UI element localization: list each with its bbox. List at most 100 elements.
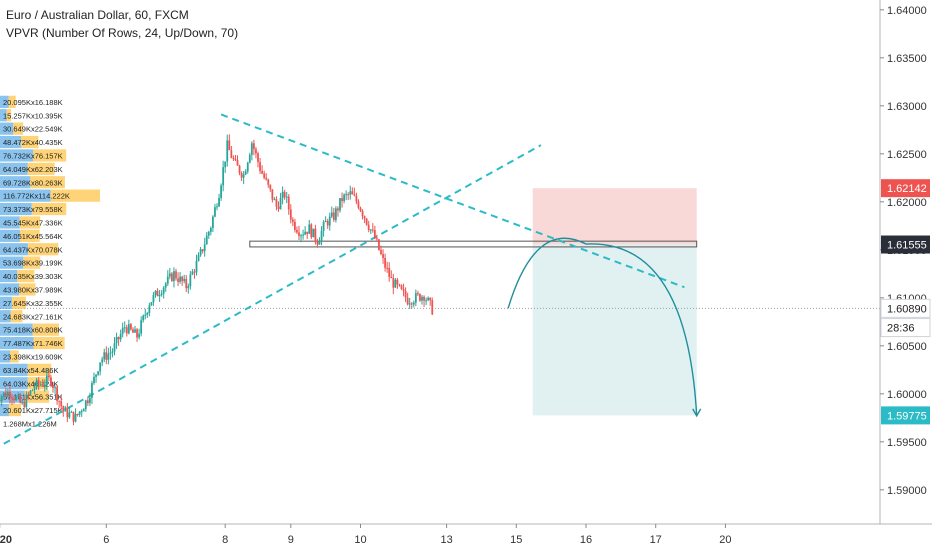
volume-bar-up xyxy=(0,296,12,309)
volume-row-label: 73.373Kx79.558K xyxy=(3,205,63,214)
symbol-title[interactable]: Euro / Australian Dollar, 60, FXCM xyxy=(6,8,189,22)
indicator-label[interactable]: VPVR (Number Of Rows, 24, Up/Down, 70) xyxy=(6,26,239,40)
volume-row-label: 43.980Kx37.989K xyxy=(3,285,63,294)
y-tick-label: 1.60000 xyxy=(887,389,927,401)
volume-bar-down xyxy=(10,310,23,323)
candle-body xyxy=(285,196,288,198)
volume-row-label: 48.472Kx40.435K xyxy=(3,138,63,147)
candle-body xyxy=(400,285,403,290)
price-tag-label: 28:36 xyxy=(887,323,915,335)
candle-body xyxy=(322,222,325,231)
candle-body xyxy=(103,352,106,360)
candle-body xyxy=(70,411,73,413)
candle-body xyxy=(248,154,251,163)
volume-row-label: 53.698Kx39.199K xyxy=(3,259,63,268)
projection-arc xyxy=(507,237,702,418)
candle-body xyxy=(117,336,120,340)
candle-body xyxy=(328,216,331,226)
volume-row-label: 45.545Kx47.336K xyxy=(3,218,63,227)
candle-body xyxy=(195,260,198,273)
range-box xyxy=(249,240,698,248)
volume-bar-down xyxy=(31,202,67,216)
candle-body xyxy=(414,293,417,303)
price-tag-box xyxy=(880,298,931,318)
candle-body xyxy=(343,194,345,202)
volume-row-label: 64.049Kx62.203K xyxy=(3,165,63,174)
candle-body xyxy=(107,353,110,360)
candle-body xyxy=(171,273,173,281)
candle-body xyxy=(257,153,259,163)
candle-body xyxy=(255,149,257,154)
volume-bar-down xyxy=(50,189,100,202)
candle-body xyxy=(318,240,321,245)
candle-body xyxy=(109,352,112,354)
candle-body xyxy=(396,279,399,285)
candle-body xyxy=(86,400,89,404)
candle-body xyxy=(363,216,366,219)
candle-body xyxy=(347,194,350,196)
candle-body xyxy=(68,412,71,418)
candle-body xyxy=(269,184,272,190)
candle-body xyxy=(91,383,93,398)
candle-body xyxy=(203,244,206,252)
candle-body xyxy=(101,359,104,363)
candle-body xyxy=(302,234,304,236)
candle-body xyxy=(341,198,343,202)
projection-arc-path xyxy=(507,237,698,416)
candle-body xyxy=(45,375,48,385)
volume-bar-up xyxy=(0,122,14,135)
candle-body xyxy=(97,371,99,375)
candle-body xyxy=(64,407,67,412)
candle-body xyxy=(197,255,200,261)
candle-body xyxy=(431,300,434,315)
candle-body xyxy=(82,409,85,412)
candle-body xyxy=(84,400,87,410)
volume-row-label: 57.181Kx56.351K xyxy=(3,393,63,402)
candle-body xyxy=(253,143,255,150)
candle-body xyxy=(74,413,77,422)
price-tag-label: 1.59775 xyxy=(887,410,927,422)
volume-bar-up xyxy=(0,256,24,269)
candle-body xyxy=(373,230,376,239)
candle-body xyxy=(80,411,83,413)
volume-bar-down xyxy=(27,243,59,256)
volume-row-label: 116.772Kx114.222K xyxy=(3,192,70,201)
volume-bar-up xyxy=(0,135,21,149)
x-axis-ticks[interactable]: 2020 6 8 9 10 13 15 16 17 20 xyxy=(0,524,732,546)
volume-bar-up xyxy=(0,176,31,189)
candle-body xyxy=(99,362,102,372)
volume-bar-down xyxy=(20,135,39,149)
candle-body xyxy=(29,390,32,395)
candle-body xyxy=(156,290,159,297)
candle-body xyxy=(353,194,356,196)
candle-body xyxy=(351,191,354,195)
candle-body xyxy=(58,400,61,402)
volume-row-label: 27.645Kx32.355K xyxy=(3,299,63,308)
candle-body xyxy=(13,398,15,400)
candle-body xyxy=(232,157,235,160)
candle-body xyxy=(0,399,1,401)
candle-body xyxy=(337,208,339,211)
candle-body xyxy=(177,278,179,282)
volume-bar-up xyxy=(0,283,20,296)
candle-body xyxy=(39,384,42,386)
volume-bar-down xyxy=(23,256,41,269)
candle-body xyxy=(429,297,432,301)
candle-body xyxy=(2,392,5,397)
candle-body xyxy=(56,387,58,401)
candle-body xyxy=(277,206,280,210)
candle-body xyxy=(76,413,79,415)
candle-body xyxy=(173,271,175,281)
candle-body xyxy=(408,303,411,305)
candle-body xyxy=(316,240,319,245)
candle-body xyxy=(259,162,261,172)
candle-body xyxy=(119,333,122,340)
volume-bar-up xyxy=(0,323,33,336)
candle-body xyxy=(394,279,397,288)
candle-body xyxy=(4,392,7,397)
volume-bar-up xyxy=(0,149,34,162)
candle-body xyxy=(166,276,169,284)
x-tick-label: 15 xyxy=(510,534,522,546)
candle-body xyxy=(115,336,118,344)
